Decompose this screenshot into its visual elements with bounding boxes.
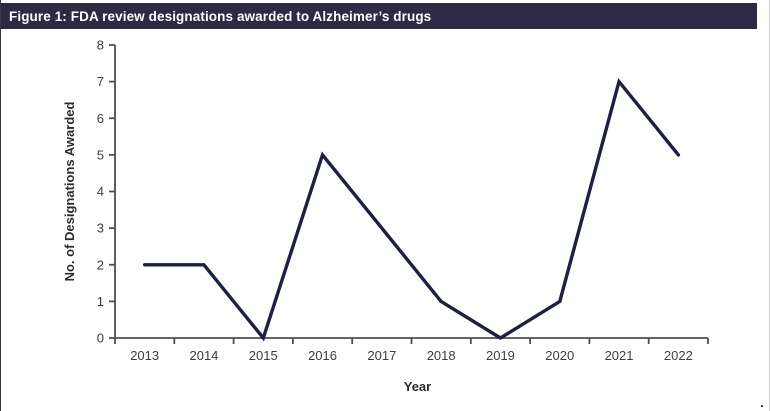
left-border-line [0,0,1,411]
x-tick-label: 2016 [308,348,337,363]
x-tick-label: 2015 [249,348,278,363]
y-tick-label: 2 [97,257,104,272]
y-tick-label: 8 [97,38,104,53]
series-line [142,77,681,342]
x-tick-label: 2019 [486,348,515,363]
x-tick-label: 2018 [427,348,456,363]
y-tick-label: 1 [97,294,104,309]
y-tick-label: 5 [97,147,104,162]
y-tick-label: 3 [97,221,104,236]
x-tick-label: 2020 [545,348,574,363]
x-axis-title: Year [404,379,431,394]
corner-artifact-dot [761,405,763,407]
y-axis-title: No. of Designations Awarded [62,102,77,282]
figure-title-bar: Figure 1: FDA review designations awarde… [0,3,757,29]
y-tick-label: 6 [97,111,104,126]
figure-title: Figure 1: FDA review designations awarde… [9,8,432,24]
x-tick-label: 2013 [130,348,159,363]
x-tick-label: 2022 [664,348,693,363]
x-tick-label: 2014 [189,348,218,363]
y-tick-label: 4 [97,184,104,199]
x-tick-label: 2021 [605,348,634,363]
x-tick-label: 2017 [367,348,396,363]
y-tick-label: 7 [97,74,104,89]
y-tick-label: 0 [97,331,104,346]
